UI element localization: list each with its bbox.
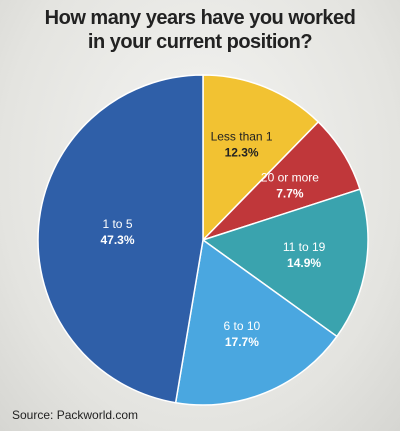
slice-value-label: 14.9% <box>287 256 321 270</box>
slice-value-label: 7.7% <box>276 186 304 200</box>
source: Source: Packworld.com <box>12 408 139 422</box>
pie-slice <box>37 74 204 404</box>
pie-slice <box>174 238 338 406</box>
slice-label: Less than 1 <box>211 129 273 143</box>
chart-title: How many years have you worked in your c… <box>44 7 356 53</box>
slice-label: 11 to 19 <box>283 240 326 254</box>
slice-value-label: 12.3% <box>225 145 259 159</box>
pie-slice <box>201 188 369 338</box>
slice-value-label: 17.7% <box>225 335 259 349</box>
slice-label: 20 or more <box>261 170 319 184</box>
slice-value-label: 47.3% <box>100 233 134 247</box>
slice-label: 1 to 5 <box>102 217 132 231</box>
slice-label: 6 to 10 <box>224 319 261 333</box>
pie-slice <box>202 74 320 242</box>
